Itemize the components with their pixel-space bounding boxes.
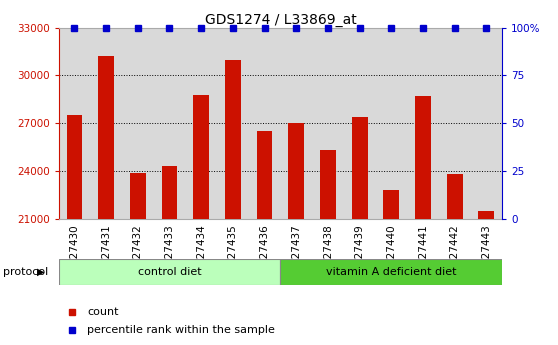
- Text: percentile rank within the sample: percentile rank within the sample: [88, 325, 275, 335]
- Bar: [59, 259, 280, 285]
- Bar: [439, 28, 470, 219]
- Bar: [280, 28, 312, 219]
- Bar: [257, 131, 272, 219]
- Bar: [153, 28, 185, 219]
- Bar: [225, 60, 241, 219]
- Text: control diet: control diet: [138, 267, 201, 277]
- Bar: [130, 173, 146, 219]
- Bar: [376, 28, 407, 219]
- Text: protocol: protocol: [3, 267, 48, 277]
- Bar: [383, 190, 399, 219]
- Bar: [470, 28, 502, 219]
- Bar: [478, 211, 494, 219]
- Bar: [193, 95, 209, 219]
- Bar: [162, 166, 177, 219]
- Bar: [59, 28, 90, 219]
- Bar: [98, 56, 114, 219]
- Text: vitamin A deficient diet: vitamin A deficient diet: [326, 267, 456, 277]
- Bar: [280, 259, 502, 285]
- Bar: [217, 28, 249, 219]
- Bar: [90, 28, 122, 219]
- Bar: [122, 28, 153, 219]
- Bar: [407, 28, 439, 219]
- Bar: [288, 124, 304, 219]
- Text: ▶: ▶: [37, 267, 45, 277]
- Bar: [185, 28, 217, 219]
- Bar: [344, 28, 376, 219]
- Bar: [66, 115, 83, 219]
- Bar: [447, 175, 463, 219]
- Bar: [249, 28, 280, 219]
- Title: GDS1274 / L33869_at: GDS1274 / L33869_at: [205, 12, 356, 27]
- Bar: [320, 150, 336, 219]
- Bar: [415, 96, 431, 219]
- Text: count: count: [88, 307, 119, 317]
- Bar: [312, 28, 344, 219]
- Bar: [352, 117, 368, 219]
